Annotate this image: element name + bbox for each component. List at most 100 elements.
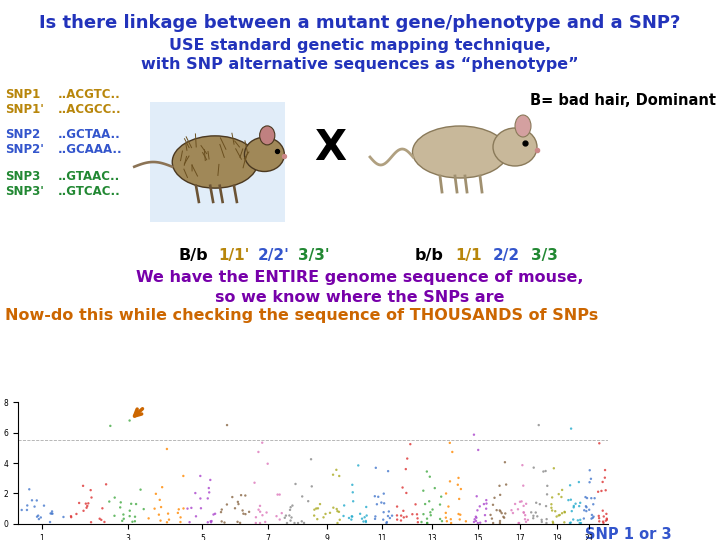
Point <box>306 482 318 491</box>
Point <box>595 487 607 495</box>
Point <box>194 471 206 480</box>
Point <box>358 517 369 526</box>
Point <box>564 481 576 490</box>
Text: X: X <box>314 127 346 169</box>
Point <box>398 513 410 522</box>
FancyBboxPatch shape <box>150 102 285 222</box>
Point <box>583 505 595 514</box>
Point <box>440 509 451 517</box>
Point <box>298 518 310 527</box>
Point <box>376 498 387 507</box>
Point <box>419 500 431 508</box>
Point <box>584 466 595 475</box>
Point <box>578 514 590 523</box>
Point <box>124 507 135 515</box>
Point <box>45 509 56 518</box>
Point <box>500 480 512 489</box>
Point <box>468 517 480 526</box>
Point <box>540 467 552 475</box>
Point <box>568 503 580 512</box>
Point <box>557 485 568 494</box>
Point <box>516 497 527 506</box>
Point <box>531 512 543 521</box>
Point <box>78 507 89 515</box>
Point <box>446 519 457 528</box>
Point <box>421 519 433 528</box>
Point <box>370 463 382 472</box>
Point <box>216 505 228 514</box>
Point <box>600 516 611 525</box>
Point <box>334 516 346 524</box>
Point <box>233 500 244 508</box>
Point <box>96 504 108 512</box>
Point <box>162 509 174 518</box>
Point <box>593 488 604 496</box>
Point <box>234 518 246 527</box>
Point <box>518 508 529 517</box>
Point <box>22 501 33 510</box>
Point <box>346 481 358 489</box>
Point <box>58 512 69 521</box>
Point <box>38 501 50 510</box>
Point <box>565 495 577 504</box>
Text: SNP3': SNP3' <box>5 185 44 198</box>
Point <box>470 512 482 521</box>
Point <box>546 503 557 512</box>
Point <box>551 512 562 521</box>
Point <box>454 495 465 503</box>
Point <box>347 488 359 497</box>
Point <box>468 430 480 439</box>
Point <box>175 518 186 526</box>
Point <box>434 500 446 509</box>
Text: SNP1': SNP1' <box>5 103 44 116</box>
Point <box>308 511 320 520</box>
Point <box>410 500 421 509</box>
Point <box>80 500 91 508</box>
Point <box>221 421 233 429</box>
Point <box>24 485 35 494</box>
Point <box>400 465 412 474</box>
Point <box>77 482 89 490</box>
Point <box>161 518 173 526</box>
Text: ..GCTAA..: ..GCTAA.. <box>58 128 121 141</box>
Point <box>436 492 447 501</box>
Point <box>312 515 323 523</box>
Point <box>109 511 120 520</box>
Point <box>572 516 584 525</box>
Point <box>562 496 574 504</box>
Point <box>83 499 94 508</box>
Point <box>601 514 613 523</box>
Point <box>578 506 590 515</box>
Point <box>441 517 453 525</box>
Point <box>546 500 557 509</box>
Point <box>495 507 506 516</box>
Point <box>314 500 325 508</box>
Point <box>471 514 482 522</box>
Point <box>104 497 115 506</box>
Point <box>332 507 343 516</box>
Point <box>387 511 398 520</box>
Point <box>254 519 266 528</box>
Point <box>548 464 559 472</box>
Point <box>210 509 221 518</box>
Point <box>573 502 585 510</box>
Point <box>292 519 304 528</box>
Point <box>528 511 539 520</box>
Point <box>26 496 37 504</box>
Point <box>279 514 290 522</box>
Point <box>86 493 97 502</box>
Text: 3/3': 3/3' <box>298 248 330 263</box>
Point <box>85 518 96 526</box>
Point <box>427 505 438 514</box>
Point <box>117 516 128 525</box>
Point <box>378 508 390 517</box>
Point <box>194 494 206 503</box>
Point <box>557 509 568 517</box>
Point <box>243 508 255 516</box>
Point <box>369 492 381 501</box>
Point <box>280 511 292 520</box>
Point <box>425 511 436 519</box>
Ellipse shape <box>493 128 537 166</box>
Text: 3/3: 3/3 <box>531 248 558 263</box>
Point <box>202 518 214 526</box>
